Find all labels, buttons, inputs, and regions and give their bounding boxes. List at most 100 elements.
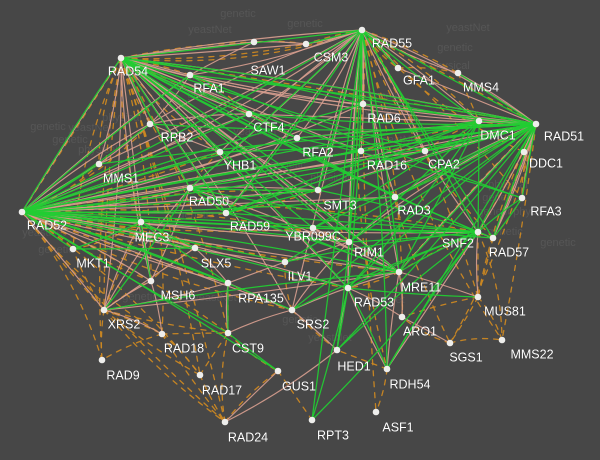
graph-edge <box>120 57 152 282</box>
graph-node-rim1[interactable] <box>345 238 353 246</box>
graph-edge <box>189 187 400 273</box>
graph-node-gus1[interactable] <box>274 367 282 375</box>
graph-edge <box>189 187 479 233</box>
graph-node-ctf4[interactable] <box>245 110 253 118</box>
graph-edge <box>361 29 537 125</box>
graph-edge <box>21 211 229 334</box>
graph-edge <box>457 72 537 125</box>
graph-node-rad55[interactable] <box>358 26 366 34</box>
graph-node-rad16[interactable] <box>357 147 365 155</box>
graph-edge <box>225 212 479 233</box>
graph-node-rfa3[interactable] <box>518 194 526 202</box>
node-label-rfa2: RFA2 <box>302 145 333 159</box>
graph-edge <box>386 271 400 370</box>
graph-edge <box>312 120 480 229</box>
graph-node-rad50[interactable] <box>186 184 194 192</box>
graph-edge <box>103 271 400 311</box>
graph-edge <box>347 287 388 370</box>
node-label-smt3: SMT3 <box>323 198 356 212</box>
node-label-rad16: RAD16 <box>367 158 407 172</box>
node-label-gfa1: GFA1 <box>403 73 435 87</box>
graph-node-mms4[interactable] <box>454 69 462 77</box>
graph-node-csm3[interactable] <box>302 40 310 48</box>
graph-node-cst9[interactable] <box>224 329 232 337</box>
graph-node-mkt1[interactable] <box>69 245 77 253</box>
graph-node-slx5[interactable] <box>191 244 199 252</box>
graph-node-rad54[interactable] <box>117 54 125 62</box>
graph-node-rfa1[interactable] <box>186 71 194 79</box>
graph-node-rfa2[interactable] <box>293 134 301 142</box>
graph-node-rad52[interactable] <box>18 208 26 216</box>
graph-node-gfa1[interactable] <box>394 64 402 72</box>
graph-edge <box>361 29 399 69</box>
watermark-label: genetic <box>52 134 88 146</box>
graph-node-ilv1[interactable] <box>281 258 289 266</box>
graph-edge <box>120 57 426 152</box>
graph-edge <box>103 309 229 334</box>
graph-edge <box>317 29 363 191</box>
graph-edge <box>103 221 142 311</box>
graph-edge <box>361 29 403 318</box>
graph-node-hed1[interactable] <box>333 346 341 354</box>
graph-node-yhb1[interactable] <box>216 148 224 156</box>
graph-node-rpt3[interactable] <box>308 416 316 424</box>
graph-node-rad17[interactable] <box>196 371 204 379</box>
graph-edge <box>347 271 400 289</box>
graph-node-rad18[interactable] <box>158 330 166 338</box>
node-layer[interactable] <box>18 26 540 426</box>
graph-node-ddc1[interactable] <box>520 148 528 156</box>
graph-edge <box>311 287 349 421</box>
node-label-rfa1: RFA1 <box>193 81 224 95</box>
graph-node-rad9[interactable] <box>98 356 106 364</box>
graph-edge <box>492 123 537 239</box>
graph-node-mms1[interactable] <box>95 160 103 168</box>
graph-node-mms22[interactable] <box>498 336 506 344</box>
graph-node-smt3[interactable] <box>314 186 322 194</box>
graph-node-mre11[interactable] <box>395 268 403 276</box>
graph-edge <box>394 123 537 198</box>
graph-node-sgs1[interactable] <box>446 339 454 347</box>
graph-node-ybr099c[interactable] <box>309 224 317 232</box>
graph-edge <box>120 43 307 59</box>
graph-node-aro1[interactable] <box>398 313 406 321</box>
graph-edge <box>120 57 350 243</box>
graph-edge <box>103 309 163 335</box>
graph-edge <box>305 29 363 45</box>
graph-edge <box>120 57 537 125</box>
graph-node-rad51[interactable] <box>532 120 540 128</box>
graph-node-rpa135[interactable] <box>224 279 232 287</box>
graph-node-snf2[interactable] <box>474 228 482 236</box>
node-label-rad6: RAD6 <box>367 111 400 125</box>
graph-node-rad57[interactable] <box>489 234 497 242</box>
graph-node-rad59[interactable] <box>222 209 230 217</box>
node-label-asf1: ASF1 <box>382 420 413 434</box>
graph-edge <box>150 187 191 282</box>
graph-node-srs2[interactable] <box>288 306 296 314</box>
watermark-label: genetic <box>287 18 323 30</box>
graph-node-rpb2[interactable] <box>146 120 154 128</box>
graph-edge <box>225 29 363 214</box>
graph-node-xrs2[interactable] <box>100 306 108 314</box>
graph-node-cpa2[interactable] <box>421 147 429 155</box>
graph-node-msh6[interactable] <box>147 277 155 285</box>
graph-edge <box>21 211 229 284</box>
graph-node-mus81[interactable] <box>474 293 482 301</box>
graph-edge <box>189 74 298 139</box>
graph-node-asf1[interactable] <box>372 408 380 416</box>
graph-node-rad6[interactable] <box>359 100 367 108</box>
graph-node-saw1[interactable] <box>250 38 258 46</box>
graph-edge <box>477 197 523 233</box>
graph-node-rad24[interactable] <box>221 418 229 426</box>
watermark-label: genetic <box>437 42 473 54</box>
graph-node-mec3[interactable] <box>137 218 145 226</box>
graph-node-rad3[interactable] <box>391 193 399 201</box>
graph-edge <box>492 197 523 239</box>
graph-node-rdh54[interactable] <box>383 365 391 373</box>
graph-edge <box>361 29 523 199</box>
graph-edge <box>386 231 479 370</box>
graph-node-dmc1[interactable] <box>475 117 483 125</box>
watermark-label: genetic <box>122 291 158 303</box>
graph-node-rad53[interactable] <box>344 284 352 292</box>
